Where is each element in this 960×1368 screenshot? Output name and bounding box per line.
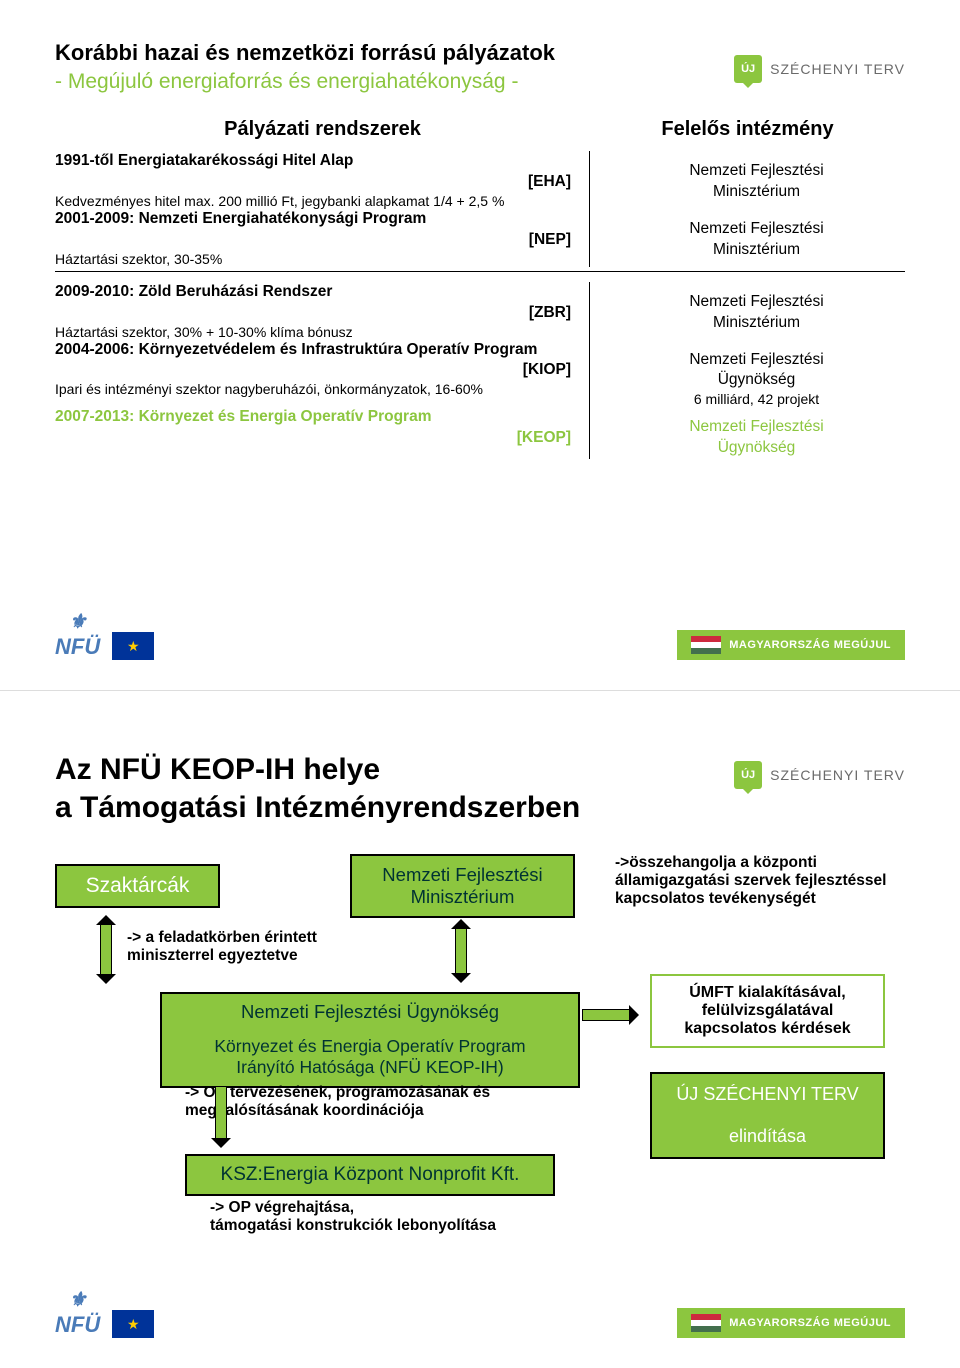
- title-line2: a Támogatási Intézményrendszerben: [55, 791, 580, 824]
- slide-footer: ⚜ NFÜ ★ MAGYARORSZÁG MEGÚJUL: [55, 609, 905, 660]
- annot-op1: -> OP tervezésének, programozásának és m…: [185, 1084, 545, 1120]
- box-nfu: Nemzeti Fejlesztési Ügynökség: [160, 992, 580, 1032]
- row-right3: 6 milliárd, 42 projekt: [608, 391, 905, 407]
- row-code: [EHA]: [528, 172, 571, 193]
- row-right2: Minisztérium: [608, 182, 905, 203]
- diagram: Szaktárcák -> a feladatkörben érintett m…: [55, 854, 905, 1284]
- annot-right-top: ->összehangolja a központi államigazgatá…: [615, 854, 895, 908]
- annot-op2: -> OP végrehajtása, támogatási konstrukc…: [210, 1199, 570, 1235]
- slide-1: ÚJ SZÉCHENYI TERV Korábbi hazai és nemze…: [0, 0, 960, 690]
- mm-badge: MAGYARORSZÁG MEGÚJUL: [677, 1308, 905, 1338]
- row-right1: Nemzeti Fejlesztési: [608, 219, 905, 240]
- nfu-logo: ⚜ NFÜ: [55, 609, 100, 660]
- coat-of-arms-icon: ⚜: [69, 609, 87, 634]
- hu-flag-icon: [691, 636, 721, 654]
- slide-footer: ⚜ NFÜ ★ MAGYARORSZÁG MEGÚJUL: [55, 1287, 905, 1338]
- row-divider: [55, 271, 905, 272]
- row-right1: Nemzeti Fejlesztési: [608, 161, 905, 182]
- row-code: [KEOP]: [517, 428, 571, 449]
- box-ujsz: ÚJ SZÉCHENYI TERV elindítása: [650, 1072, 885, 1159]
- row-heading: 2001-2009: Nemzeti Energiahatékonysági P…: [55, 210, 426, 227]
- keopih-l2: Irányító Hatósága (NFÜ KEOP-IH): [236, 1057, 503, 1077]
- row-sub: Háztartási szektor, 30% + 10-30% klíma b…: [55, 324, 571, 340]
- row-sub: Háztartási szektor, 30-35%: [55, 251, 571, 267]
- row-heading: 2004-2006: Környezetvédelem és Infrastru…: [55, 341, 537, 358]
- arrow-icon: [100, 922, 112, 977]
- szechenyi-text: SZÉCHENYI TERV: [770, 61, 905, 77]
- table-header: Pályázati rendszerek Felelős intézmény: [55, 112, 905, 151]
- szechenyi-logo: ÚJ SZÉCHENYI TERV: [734, 761, 905, 789]
- th-left: Pályázati rendszerek: [55, 112, 590, 151]
- row-heading: 2007-2013: Környezet és Energia Operatív…: [55, 408, 431, 425]
- box-ksz: KSZ:Energia Központ Nonprofit Kft.: [185, 1154, 555, 1196]
- title-line1: Az NFÜ KEOP-IH helye: [55, 753, 380, 786]
- keopih-l1: Környezet és Energia Operatív Program: [214, 1036, 525, 1056]
- row-right2: Ügynökség: [608, 370, 905, 391]
- annot-feladat: -> a feladatkörben érintett miniszterrel…: [127, 929, 347, 965]
- op2-l2: támogatási konstrukciók lebonyolítása: [210, 1217, 496, 1234]
- nfu-text: NFÜ: [55, 634, 100, 660]
- box-keopih: Környezet és Energia Operatív Program Ir…: [160, 1030, 580, 1088]
- nfu-text: NFÜ: [55, 1312, 100, 1338]
- ujsz-l2: elindítása: [729, 1126, 806, 1146]
- table-row: 2004-2006: Környezetvédelem és Infrastru…: [55, 340, 905, 408]
- hu-flag-icon: [691, 1314, 721, 1332]
- row-sub: Kedvezményes hitel max. 200 millió Ft, j…: [55, 193, 571, 209]
- row-right1: Nemzeti Fejlesztési: [608, 350, 905, 371]
- nfu-block: ⚜ NFÜ ★: [55, 609, 154, 660]
- table-row: 2001-2009: Nemzeti Energiahatékonysági P…: [55, 209, 905, 267]
- arrow-icon: [455, 926, 467, 976]
- mm-badge-text: MAGYARORSZÁG MEGÚJUL: [729, 639, 891, 651]
- row-sub: Ipari és intézményi szektor nagyberuházó…: [55, 381, 571, 397]
- mm-badge-text: MAGYARORSZÁG MEGÚJUL: [729, 1317, 891, 1329]
- slide-2: ÚJ SZÉCHENYI TERV Az NFÜ KEOP-IH helye a…: [0, 691, 960, 1368]
- row-right1: Nemzeti Fejlesztési: [608, 292, 905, 313]
- row-right2: Minisztérium: [608, 240, 905, 261]
- row-heading: 2009-2010: Zöld Beruházási Rendszer: [55, 283, 332, 300]
- row-code: [ZBR]: [529, 303, 571, 324]
- uj-badge: ÚJ: [734, 761, 762, 789]
- box-umft: ÚMFT kialakításával, felülvizsgálatával …: [650, 974, 885, 1048]
- row-right2: Ügynökség: [608, 438, 905, 459]
- table-row: 2007-2013: Környezet és Energia Operatív…: [55, 407, 905, 459]
- op2-l1: -> OP végrehajtása,: [210, 1199, 354, 1216]
- umft-l3: kapcsolatos kérdések: [684, 1020, 850, 1037]
- table-row: 1991-től Energiatakarékossági Hitel Alap…: [55, 151, 905, 209]
- nfm-l2: Minisztérium: [411, 886, 515, 907]
- nfu-block: ⚜ NFÜ ★: [55, 1287, 154, 1338]
- row-code: [KIOP]: [523, 360, 571, 381]
- table-row: 2009-2010: Zöld Beruházási Rendszer [ZBR…: [55, 282, 905, 340]
- box-szaktarcak: Szaktárcák: [55, 864, 220, 908]
- row-code: [NEP]: [529, 230, 571, 251]
- nfu-logo: ⚜ NFÜ: [55, 1287, 100, 1338]
- row-right1: Nemzeti Fejlesztési: [608, 417, 905, 438]
- uj-badge: ÚJ: [734, 55, 762, 83]
- arrow-icon: [215, 1086, 227, 1141]
- row-right2: Minisztérium: [608, 313, 905, 334]
- umft-l2: felülvizsgálatával: [702, 1002, 834, 1019]
- umft-l1: ÚMFT kialakításával,: [689, 984, 846, 1001]
- mm-badge: MAGYARORSZÁG MEGÚJUL: [677, 630, 905, 660]
- row-heading: 1991-től Energiatakarékossági Hitel Alap: [55, 152, 353, 169]
- eu-flag-icon: ★: [112, 1310, 154, 1338]
- th-right: Felelős intézmény: [590, 112, 905, 151]
- nfm-l1: Nemzeti Fejlesztési: [382, 864, 542, 885]
- ujsz-l1: ÚJ SZÉCHENYI TERV: [676, 1084, 858, 1104]
- eu-flag-icon: ★: [112, 632, 154, 660]
- szechenyi-text: SZÉCHENYI TERV: [770, 767, 905, 783]
- arrow-icon: [582, 1009, 632, 1021]
- szechenyi-logo: ÚJ SZÉCHENYI TERV: [734, 55, 905, 83]
- coat-of-arms-icon: ⚜: [69, 1287, 87, 1312]
